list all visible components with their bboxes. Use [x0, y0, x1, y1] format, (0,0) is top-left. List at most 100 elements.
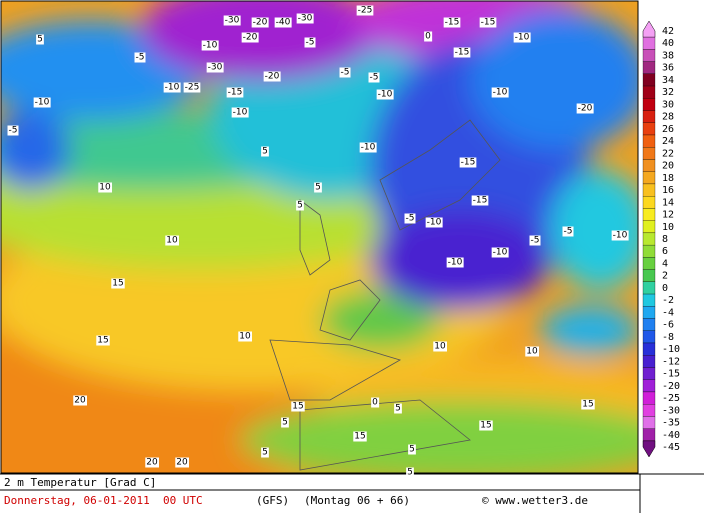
colorbar-label: 24 [662, 136, 674, 147]
colorbar-swatch [642, 404, 656, 417]
colorbar-label: -35 [662, 418, 680, 429]
map-label: 10 [99, 183, 111, 193]
colorbar-label: -45 [662, 442, 680, 453]
colorbar-label: 34 [662, 75, 674, 86]
map-label-box [206, 62, 224, 73]
map-label: 0 [372, 398, 378, 408]
map-label-box [111, 278, 125, 289]
map-label-box [376, 89, 394, 100]
map-label: -10 [448, 258, 463, 268]
temperature-field [1, 1, 638, 473]
map-label-box [296, 200, 304, 211]
map-label: -10 [233, 108, 248, 118]
map-label: -20 [265, 72, 280, 82]
map-label-box [404, 213, 416, 224]
colorbar-label: 32 [662, 87, 674, 98]
map-label: -5 [306, 38, 315, 48]
colorbar-label: 4 [662, 258, 668, 269]
colorbar-label: 12 [662, 210, 674, 221]
map-label-box [296, 13, 314, 24]
colorbar-label: 42 [662, 26, 674, 37]
map-label-box [491, 247, 509, 258]
map-label-box [291, 401, 305, 412]
map-label-box [36, 34, 44, 45]
colorbar: 424038363432302826242220181614121086420-… [642, 20, 680, 458]
map-label: 15 [480, 421, 491, 431]
colorbar-label: 8 [662, 234, 668, 245]
colorbar-label: 10 [662, 222, 674, 233]
map-label: 5 [262, 448, 268, 458]
map-label-box [274, 17, 292, 28]
map-label: -15 [461, 158, 476, 168]
map-label: -15 [481, 18, 496, 28]
map-label: -30 [225, 16, 240, 26]
map-label-box [408, 444, 416, 455]
map-label: 5 [37, 35, 43, 45]
map-label-box [201, 40, 219, 51]
map-label-box [371, 397, 380, 408]
map-label-box [314, 182, 322, 193]
map-label: 15 [112, 279, 123, 289]
map-label: -10 [613, 231, 628, 241]
map-label-box [359, 142, 377, 153]
colorbar-label: -6 [662, 320, 674, 331]
colorbar-swatch [642, 257, 656, 270]
map-label-box [581, 399, 595, 410]
map-label-box [73, 395, 87, 406]
colorbar-swatch [642, 367, 656, 380]
colorbar-label: 28 [662, 112, 674, 123]
map-label-box [231, 107, 249, 118]
map-label: 5 [407, 468, 413, 478]
colorbar-swatch [642, 293, 656, 307]
colorbar-swatch [642, 196, 656, 209]
map-label: 10 [526, 347, 538, 357]
map-label-box [611, 230, 629, 241]
colorbar-swatch [642, 342, 656, 356]
map-label-box [226, 87, 244, 98]
map-label: -15 [228, 88, 243, 98]
map-label-box [394, 403, 402, 414]
map-label: 5 [395, 404, 401, 414]
map-label-box [175, 457, 189, 468]
map-label: 15 [354, 432, 365, 442]
map-label: 10 [434, 342, 446, 352]
map-label-box [145, 457, 159, 468]
colorbar-label: 26 [662, 124, 674, 135]
colorbar-swatch [642, 232, 656, 246]
colorbar-swatch [642, 73, 656, 87]
colorbar-swatch [642, 183, 656, 197]
map-label-box [356, 5, 374, 16]
map-label: -5 [406, 214, 415, 224]
colorbar-label: 20 [662, 161, 674, 172]
map-label: 20 [146, 458, 158, 468]
map-label-box [33, 97, 51, 108]
colorbar-label: -8 [662, 332, 674, 343]
colorbar-swatch [642, 269, 656, 282]
footer-title: 2 m Temperatur [Grad C] [4, 476, 157, 489]
colorbar-label: -20 [662, 381, 680, 392]
colorbar-label: 40 [662, 38, 674, 49]
map-label: -5 [9, 126, 18, 136]
footer-source: © www.wetter3.de [482, 494, 588, 507]
map-label: -15 [455, 48, 470, 58]
colorbar-label: 14 [662, 197, 674, 208]
colorbar-swatch [642, 428, 656, 442]
map-label-box [163, 82, 181, 93]
colorbar-swatch [642, 147, 656, 160]
map-label: -5 [341, 68, 350, 78]
map-label: 5 [282, 418, 288, 428]
colorbar-swatch [642, 110, 656, 123]
colorbar-swatch [642, 306, 656, 319]
map-label-box [263, 71, 281, 82]
map-label: 5 [262, 147, 268, 157]
colorbar-swatch [642, 220, 656, 234]
map-label: -10 [165, 83, 180, 93]
colorbar-label: -12 [662, 356, 680, 367]
map-label-box [525, 346, 539, 357]
map-label: 15 [97, 336, 108, 346]
map-label-box [562, 226, 574, 237]
map-label: 15 [292, 402, 303, 412]
map-label: 20 [74, 396, 86, 406]
colorbar-swatch [642, 49, 656, 62]
colorbar-swatch [642, 159, 656, 172]
